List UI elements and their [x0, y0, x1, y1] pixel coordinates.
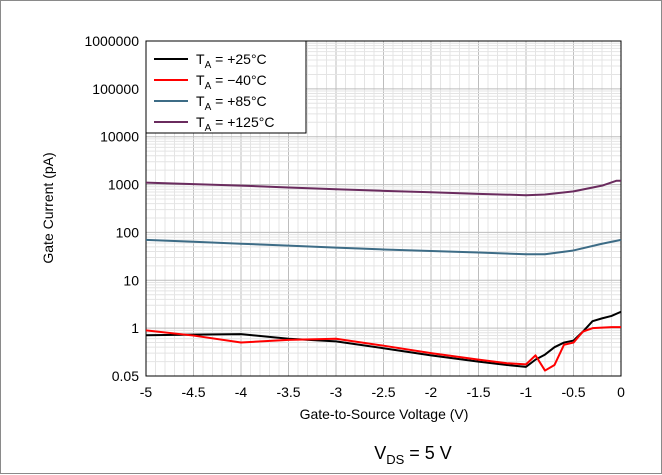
legend-label: TA = +25°C [196, 51, 267, 71]
condition-rest: = 5 V [404, 443, 452, 463]
legend-label: TA = −40°C [196, 72, 267, 92]
series-line-2 [145, 326, 621, 372]
y-tick-label: 1000 [108, 177, 139, 193]
legend-item: TA = +125°C [154, 114, 274, 134]
legend-items: TA = +25°CTA = −40°CTA = +85°CTA = +125°… [154, 51, 274, 134]
legend-label-main: T [196, 72, 205, 88]
x-tick-label: -4 [235, 384, 248, 400]
legend-item: TA = −40°C [154, 72, 267, 92]
plot-border [145, 40, 622, 377]
series-line-3 [145, 238, 622, 256]
legend-label-subscript: A [205, 102, 212, 113]
legend-label-rest: = +125°C [211, 114, 274, 130]
legend-label-rest: = −40°C [211, 72, 266, 88]
legend-item: TA = +25°C [154, 51, 267, 71]
x-tick-label: -2 [425, 384, 438, 400]
x-tick-label: -3.5 [276, 384, 300, 400]
y-tick-label: 1 [131, 320, 139, 336]
legend-item: TA = +85°C [154, 93, 267, 113]
series-line-4 [145, 179, 621, 197]
legend-box [145, 40, 307, 134]
x-tick-label: -5 [140, 384, 153, 400]
legend-label-rest: = +85°C [211, 93, 266, 109]
legend-label-main: T [196, 93, 205, 109]
legend-label: TA = +85°C [196, 93, 267, 113]
y-tick-label: 100000 [92, 81, 139, 97]
x-tick-label: -4.5 [181, 384, 205, 400]
legend-label-main: T [196, 51, 205, 67]
test-condition-label: VDS = 5 V [374, 443, 452, 467]
y-tick-label: 10000 [100, 129, 139, 145]
legend-label: TA = +125°C [196, 114, 274, 134]
x-tick-label: -1 [520, 384, 533, 400]
x-tick-label: 0 [617, 384, 625, 400]
legend: TA = +25°CTA = −40°CTA = +85°CTA = +125°… [145, 40, 307, 134]
y-tick-label: 100 [116, 224, 140, 240]
legend-label-rest: = +25°C [211, 51, 266, 67]
y-tick-label: 1000000 [84, 33, 139, 49]
y-tick-labels: 0.05 1 10 100 1000 10000 100000 1000000 [84, 33, 139, 384]
x-tick-label: -2.5 [371, 384, 395, 400]
condition-subscript: DS [386, 452, 404, 467]
y-axis-title: Gate Current (pA) [40, 152, 56, 263]
x-tick-label: -1.5 [466, 384, 490, 400]
x-tick-labels: -5 -4.5 -4 -3.5 -3 -2.5 -2 -1.5 -1 -0.5 0 [140, 384, 625, 400]
legend-label-subscript: A [205, 81, 212, 92]
y-tick-label: 0.05 [112, 368, 139, 384]
condition-main: V [374, 443, 386, 463]
y-tick-label: 10 [123, 272, 139, 288]
legend-label-subscript: A [205, 123, 212, 134]
series-lines [145, 179, 622, 372]
x-tick-label: -3 [330, 384, 343, 400]
legend-label-main: T [196, 114, 205, 130]
x-axis-title: Gate-to-Source Voltage (V) [300, 406, 469, 422]
x-tick-label: -0.5 [561, 384, 585, 400]
legend-label-subscript: A [205, 60, 212, 71]
